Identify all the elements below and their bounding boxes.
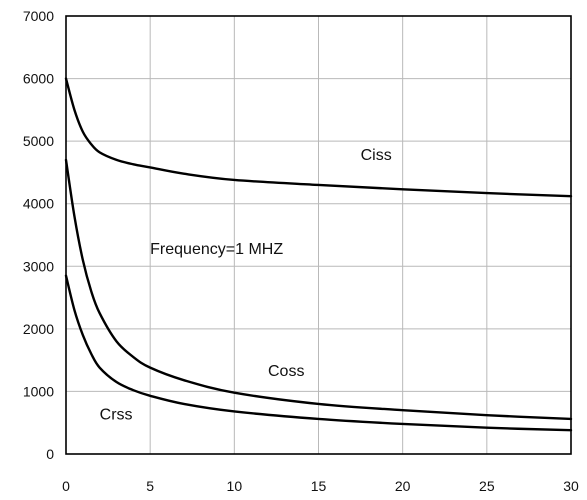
series-line-coss bbox=[64, 158, 573, 421]
annotation-coss: Coss bbox=[268, 363, 304, 380]
series-lines bbox=[64, 77, 573, 432]
x-tick-label-5: 5 bbox=[146, 478, 154, 494]
x-axis-ticks: 0 5 10 15 20 25 30 bbox=[62, 478, 579, 494]
x-tick-label-15: 15 bbox=[311, 478, 327, 494]
y-tick-label-5000: 5000 bbox=[23, 133, 54, 149]
y-tick-label-1000: 1000 bbox=[23, 383, 54, 399]
annotation-frequency-1-mhz: Frequency=1 MHZ bbox=[150, 241, 283, 258]
plot-frame bbox=[65, 15, 572, 455]
grid-lines bbox=[65, 15, 572, 455]
y-tick-label-7000: 7000 bbox=[23, 8, 54, 24]
x-tick-label-0: 0 bbox=[62, 478, 70, 494]
annotation-ciss: Ciss bbox=[361, 147, 392, 164]
annotations: Ciss Frequency=1 MHZ Coss Crss bbox=[100, 147, 392, 424]
y-tick-label-3000: 3000 bbox=[23, 258, 54, 274]
annotation-crss: Crss bbox=[100, 407, 133, 424]
x-tick-label-25: 25 bbox=[479, 478, 495, 494]
x-tick-label-30: 30 bbox=[563, 478, 579, 494]
x-tick-label-20: 20 bbox=[395, 478, 411, 494]
series-line-crss bbox=[64, 274, 573, 432]
y-tick-label-2000: 2000 bbox=[23, 321, 54, 337]
y-tick-label-4000: 4000 bbox=[23, 196, 54, 212]
y-tick-label-0: 0 bbox=[46, 446, 54, 462]
x-tick-label-10: 10 bbox=[227, 478, 243, 494]
y-axis-ticks: 0 1000 2000 3000 4000 5000 6000 7000 bbox=[23, 8, 54, 462]
y-tick-label-6000: 6000 bbox=[23, 71, 54, 87]
series-line-ciss bbox=[64, 77, 573, 198]
